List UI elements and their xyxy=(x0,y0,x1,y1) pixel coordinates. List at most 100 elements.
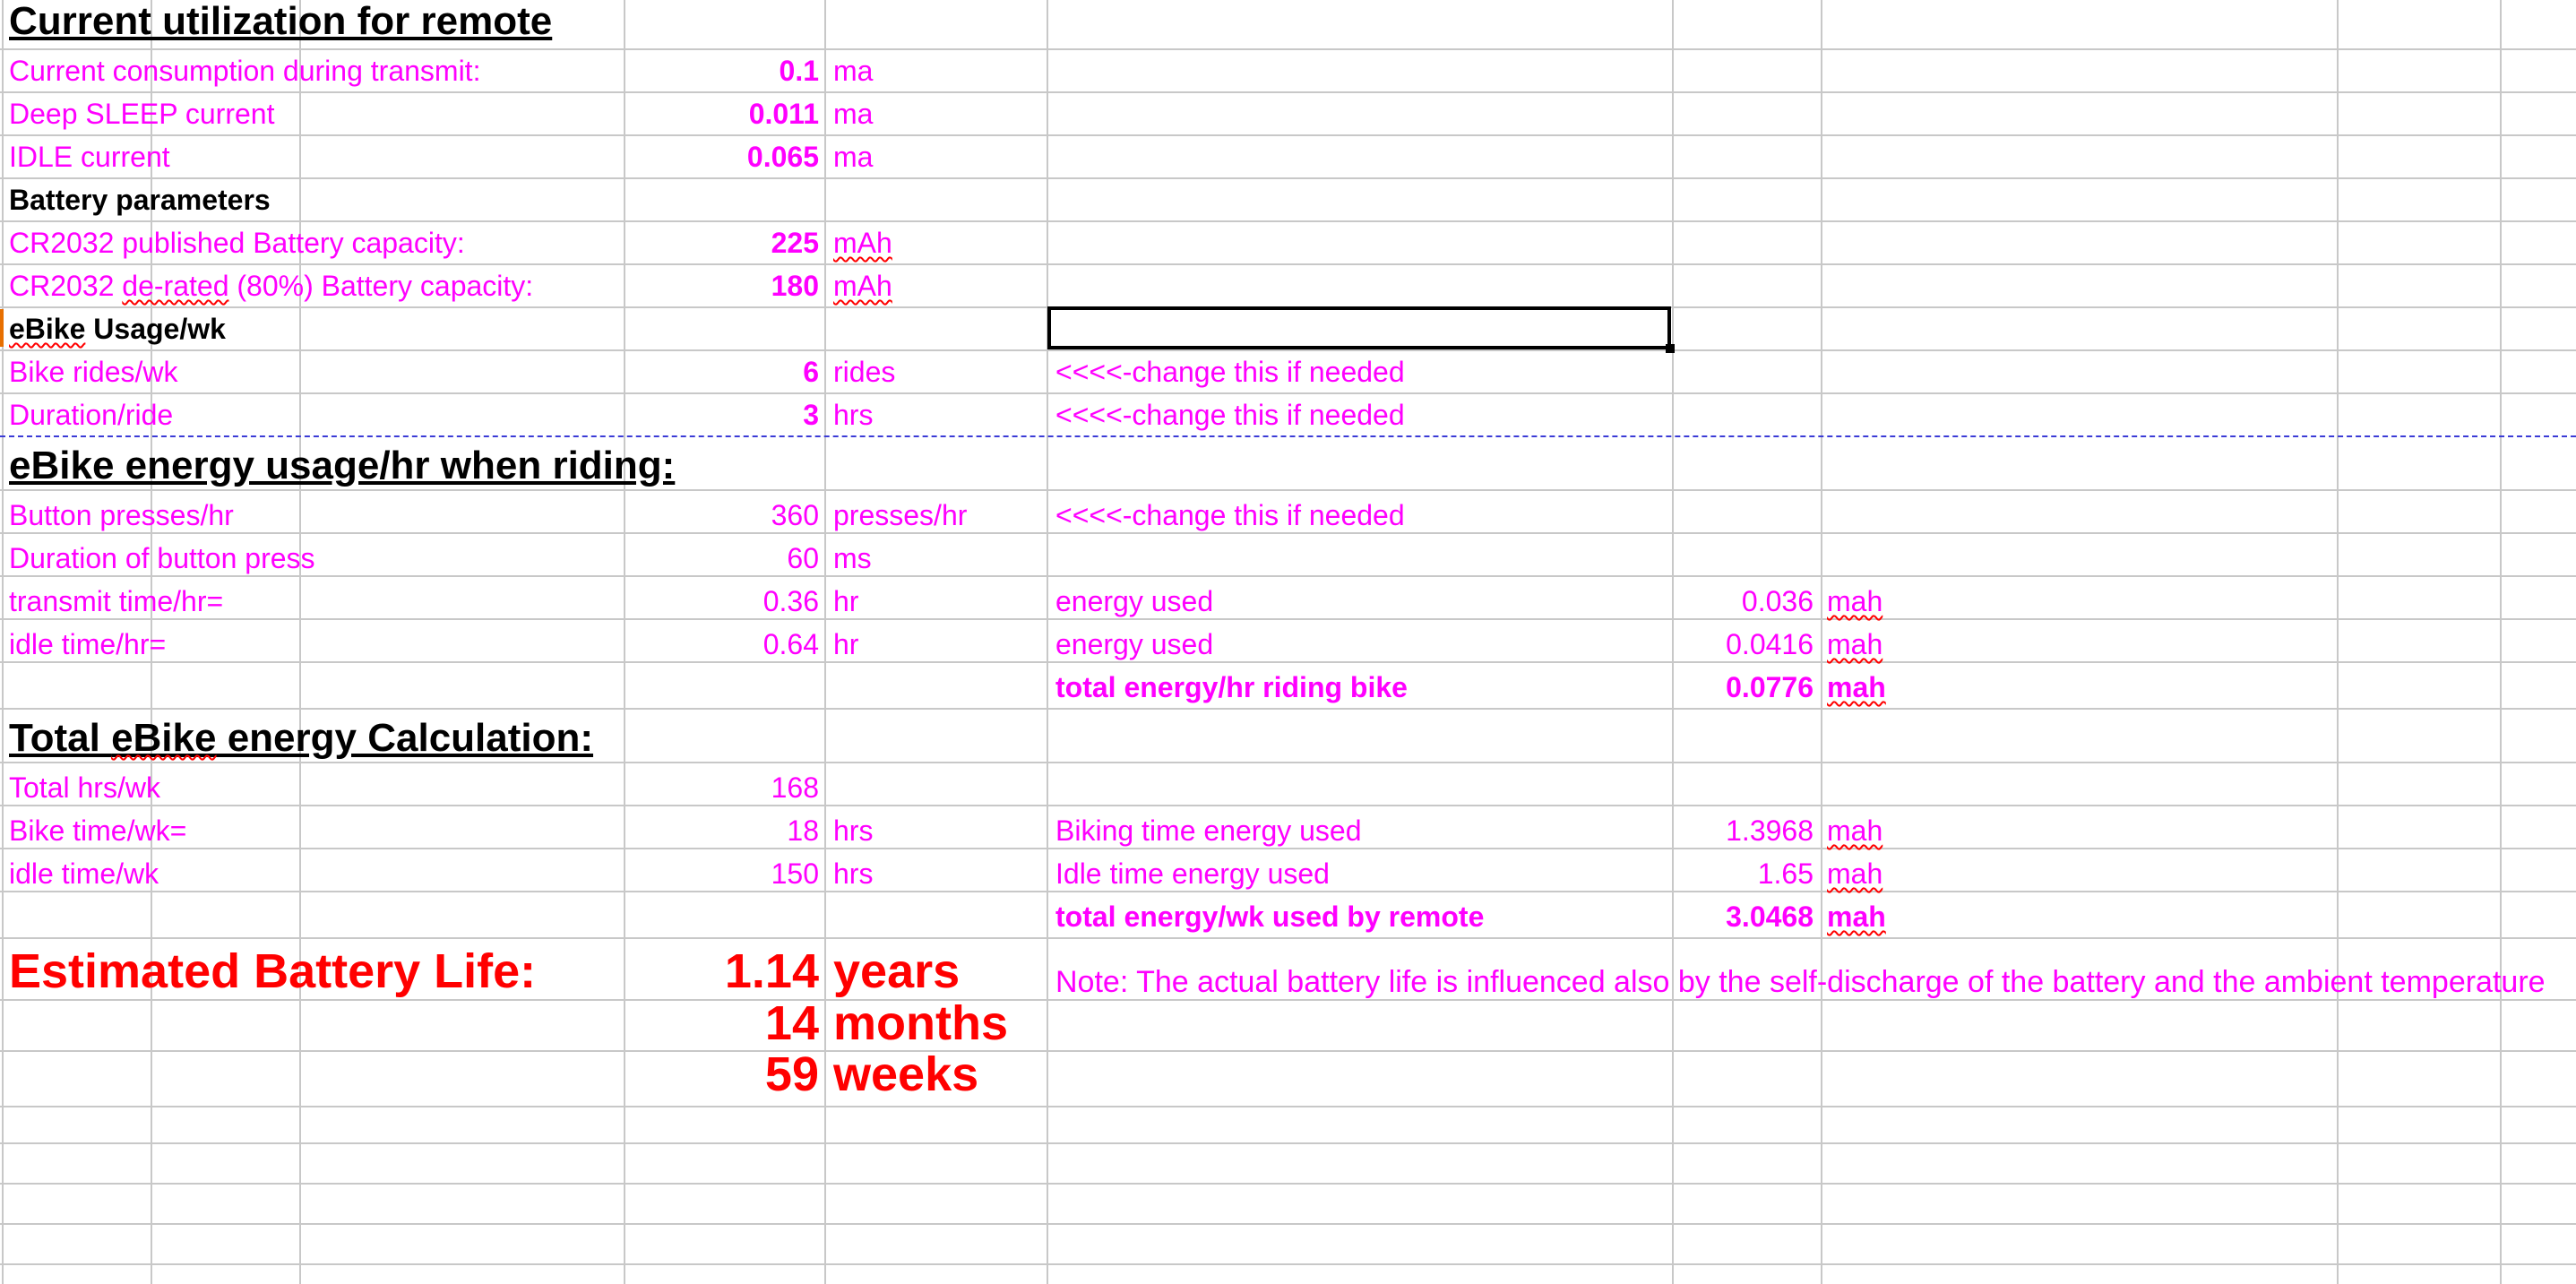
idle-time-value[interactable]: 0.64 xyxy=(762,628,819,660)
bike-rides-value[interactable]: 6 xyxy=(803,356,819,388)
fill-handle[interactable] xyxy=(1666,344,1675,353)
unit-text: mah xyxy=(1827,857,1883,890)
battery-life-note[interactable]: Note: The actual battery life is influen… xyxy=(1055,965,2546,999)
idle-time-unit[interactable]: hr xyxy=(833,628,859,660)
deep-sleep-current-unit[interactable]: ma xyxy=(833,98,874,130)
idle-energy-label[interactable]: energy used xyxy=(1055,628,1214,660)
column-gridline xyxy=(1047,0,1048,1284)
column-gridline xyxy=(2,0,4,1284)
idle-week-label[interactable]: idle time/wk xyxy=(9,857,159,890)
ebike-usage-heading[interactable]: eBike Usage/wk xyxy=(0,315,226,343)
derated-capacity-value[interactable]: 180 xyxy=(771,270,819,302)
transmit-energy-label[interactable]: energy used xyxy=(1055,585,1214,617)
row-gridline xyxy=(0,91,2576,93)
deep-sleep-current-value[interactable]: 0.011 xyxy=(748,98,819,130)
active-row-marker xyxy=(0,309,4,347)
press-duration-label[interactable]: Duration of button press xyxy=(9,542,315,574)
battery-life-years-unit[interactable]: years xyxy=(833,944,961,998)
idle-week-value[interactable]: 150 xyxy=(771,857,819,890)
selected-cell[interactable] xyxy=(1047,306,1671,349)
ride-duration-value[interactable]: 3 xyxy=(803,399,819,431)
bike-rides-unit[interactable]: rides xyxy=(833,356,896,388)
weekly-total-unit[interactable]: mah xyxy=(1827,902,1886,931)
bike-time-label[interactable]: Bike time/wk= xyxy=(9,814,187,847)
hourly-energy-heading[interactable]: eBike energy usage/hr when riding: xyxy=(9,444,676,487)
transmit-current-label[interactable]: Current consumption during transmit: xyxy=(9,55,481,87)
transmit-energy-value[interactable]: 0.036 xyxy=(1741,585,1814,617)
row-gridline xyxy=(0,177,2576,179)
idle-week-energy-unit[interactable]: mah xyxy=(1827,859,1882,888)
transmit-time-value[interactable]: 0.36 xyxy=(762,585,819,617)
derated-capacity-label[interactable]: CR2032 de-rated (80%) Battery capacity: xyxy=(0,271,533,300)
weekly-total-value[interactable]: 3.0468 xyxy=(1726,901,1814,933)
hourly-total-value[interactable]: 0.0776 xyxy=(1726,671,1814,703)
battery-life-label[interactable]: Estimated Battery Life: xyxy=(9,944,537,998)
idle-week-energy-label[interactable]: Idle time energy used xyxy=(1055,857,1330,890)
heading-part: Usage/wk xyxy=(85,313,226,345)
unit-text: mAh xyxy=(833,227,892,259)
heading-part-flagged: eBike xyxy=(9,313,86,345)
column-gridline xyxy=(1672,0,1674,1284)
unit-text: mah xyxy=(1827,814,1883,847)
row-gridline xyxy=(0,532,2576,534)
hourly-total-unit[interactable]: mah xyxy=(1827,673,1886,702)
idle-current-label[interactable]: IDLE current xyxy=(9,141,170,173)
row-gridline xyxy=(0,134,2576,136)
biking-energy-unit[interactable]: mah xyxy=(1827,816,1882,845)
sheet-title[interactable]: Current utilization for remote xyxy=(9,0,553,43)
idle-week-unit[interactable]: hrs xyxy=(833,857,874,890)
transmit-time-label[interactable]: transmit time/hr= xyxy=(9,585,224,617)
column-gridline xyxy=(624,0,625,1284)
idle-week-energy-value[interactable]: 1.65 xyxy=(1757,857,1814,890)
bike-rides-note[interactable]: <<<<-change this if needed xyxy=(1055,356,1405,388)
total-energy-heading[interactable]: Total eBike energy Calculation: xyxy=(0,719,593,758)
bike-time-unit[interactable]: hrs xyxy=(833,814,874,847)
bike-rides-label[interactable]: Bike rides/wk xyxy=(9,356,178,388)
deep-sleep-current-label[interactable]: Deep SLEEP current xyxy=(9,98,275,130)
button-presses-unit[interactable]: presses/hr xyxy=(833,499,968,531)
total-hours-value[interactable]: 168 xyxy=(771,771,819,804)
transmit-time-unit[interactable]: hr xyxy=(833,585,859,617)
biking-energy-label[interactable]: Biking time energy used xyxy=(1055,814,1362,847)
battery-life-weeks-value[interactable]: 59 xyxy=(764,1047,819,1101)
press-duration-unit[interactable]: ms xyxy=(833,542,872,574)
button-presses-label[interactable]: Button presses/hr xyxy=(9,499,234,531)
ride-duration-label[interactable]: Duration/ride xyxy=(9,399,174,431)
battery-life-weeks-unit[interactable]: weeks xyxy=(833,1047,979,1101)
bike-time-value[interactable]: 18 xyxy=(787,814,819,847)
button-presses-note[interactable]: <<<<-change this if needed xyxy=(1055,499,1405,531)
transmit-current-unit[interactable]: ma xyxy=(833,55,874,87)
published-capacity-label[interactable]: CR2032 published Battery capacity: xyxy=(9,227,465,259)
row-gridline xyxy=(0,618,2576,620)
battery-life-months-unit[interactable]: months xyxy=(833,996,1008,1050)
published-capacity-value[interactable]: 225 xyxy=(771,227,819,259)
published-capacity-unit[interactable]: mAh xyxy=(824,228,892,257)
battery-life-years-value[interactable]: 1.14 xyxy=(724,944,819,998)
derated-capacity-unit[interactable]: mAh xyxy=(824,271,892,300)
total-hours-label[interactable]: Total hrs/wk xyxy=(9,771,160,804)
button-presses-value[interactable]: 360 xyxy=(771,499,819,531)
idle-time-label[interactable]: idle time/hr= xyxy=(9,628,167,660)
battery-life-months-value[interactable]: 14 xyxy=(764,996,819,1050)
row-gridline xyxy=(0,489,2576,491)
battery-parameters-heading[interactable]: Battery parameters xyxy=(9,184,271,216)
transmit-current-value[interactable]: 0.1 xyxy=(779,55,819,87)
ride-duration-note[interactable]: <<<<-change this if needed xyxy=(1055,399,1405,431)
row-gridline xyxy=(0,1142,2576,1144)
transmit-energy-unit[interactable]: mah xyxy=(1827,587,1882,616)
idle-energy-value[interactable]: 0.0416 xyxy=(1726,628,1814,660)
idle-current-value[interactable]: 0.065 xyxy=(746,141,819,173)
row-gridline xyxy=(0,762,2576,763)
row-gridline xyxy=(0,575,2576,577)
row-gridline xyxy=(0,1050,2576,1052)
column-gridline xyxy=(2337,0,2339,1284)
idle-energy-unit[interactable]: mah xyxy=(1827,630,1882,659)
row-gridline xyxy=(0,349,2576,351)
biking-energy-value[interactable]: 1.3968 xyxy=(1726,814,1814,847)
weekly-total-label[interactable]: total energy/wk used by remote xyxy=(1055,901,1485,933)
column-gridline xyxy=(824,0,826,1284)
hourly-total-label[interactable]: total energy/hr riding bike xyxy=(1055,671,1408,703)
idle-current-unit[interactable]: ma xyxy=(833,141,874,173)
ride-duration-unit[interactable]: hrs xyxy=(833,399,874,431)
press-duration-value[interactable]: 60 xyxy=(787,542,819,574)
